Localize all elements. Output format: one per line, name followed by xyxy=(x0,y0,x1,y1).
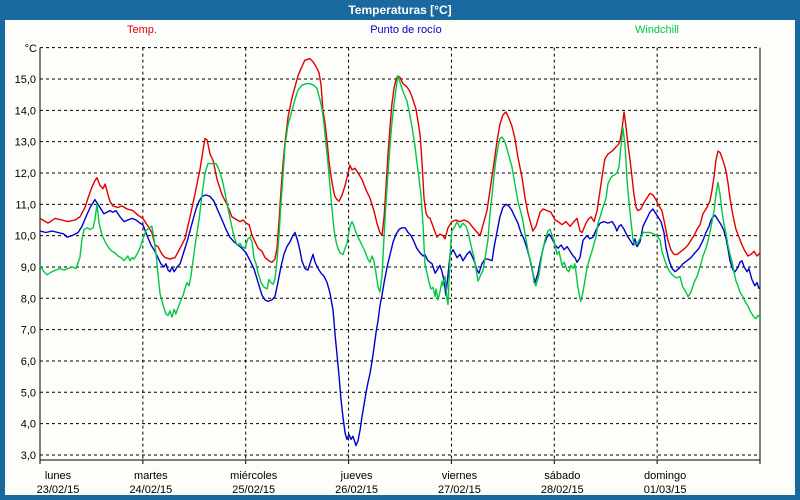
x-axis-day-name: domingo xyxy=(644,470,686,482)
x-axis-day-date: 28/02/15 xyxy=(541,484,584,496)
y-axis-unit-label: °C xyxy=(25,43,37,55)
chart-legend: Temp. Punto de rocío Windchill xyxy=(0,0,800,36)
window-title: Temperaturas [°C] xyxy=(348,3,452,17)
x-axis-day-date: 25/02/15 xyxy=(232,484,275,496)
dewpoint-series-line xyxy=(39,194,760,447)
y-axis-tick-label: 14,0 xyxy=(15,105,36,117)
x-axis-day-date: 26/02/15 xyxy=(335,484,378,496)
x-axis-day-name: sábado xyxy=(544,470,580,482)
x-axis-day-name: jueves xyxy=(340,470,373,482)
temp-series-line xyxy=(39,57,761,263)
x-axis-day-name: lunes xyxy=(45,470,72,482)
y-axis-tick-label: 15,0 xyxy=(15,74,36,86)
legend-windchill-label: Windchill xyxy=(634,24,680,36)
y-axis-tick-label: 3,0 xyxy=(21,450,36,462)
legend-temp-label: Temp. xyxy=(127,24,157,36)
y-axis-tick-label: 9,0 xyxy=(21,262,36,274)
x-axis-day-date: 23/02/15 xyxy=(37,484,80,496)
y-axis-tick-label: 5,0 xyxy=(21,387,36,399)
y-axis-tick-label: 4,0 xyxy=(21,419,36,431)
y-axis-tick-label: 10,0 xyxy=(15,231,36,243)
y-axis-tick-label: 8,0 xyxy=(21,293,36,305)
y-axis-tick-label: 11,0 xyxy=(15,199,36,211)
x-axis-day-date: 01/03/15 xyxy=(644,484,687,496)
legend-dewpoint-label: Punto de rocío xyxy=(370,24,442,36)
y-axis-tick-label: 6,0 xyxy=(21,356,36,368)
x-axis-day-name: martes xyxy=(134,470,168,482)
x-axis-day-date: 27/02/15 xyxy=(438,484,481,496)
y-axis-tick-label: 13,0 xyxy=(15,137,36,149)
y-axis-tick-label: 12,0 xyxy=(15,168,36,180)
x-axis-day-date: 24/02/15 xyxy=(129,484,172,496)
window-titlebar[interactable]: Temperaturas [°C] xyxy=(0,0,800,20)
x-axis-day-name: miércoles xyxy=(230,470,278,482)
y-axis-tick-label: 7,0 xyxy=(21,325,36,337)
windchill-series-line xyxy=(39,75,761,320)
x-axis-day-name: viernes xyxy=(442,470,478,482)
